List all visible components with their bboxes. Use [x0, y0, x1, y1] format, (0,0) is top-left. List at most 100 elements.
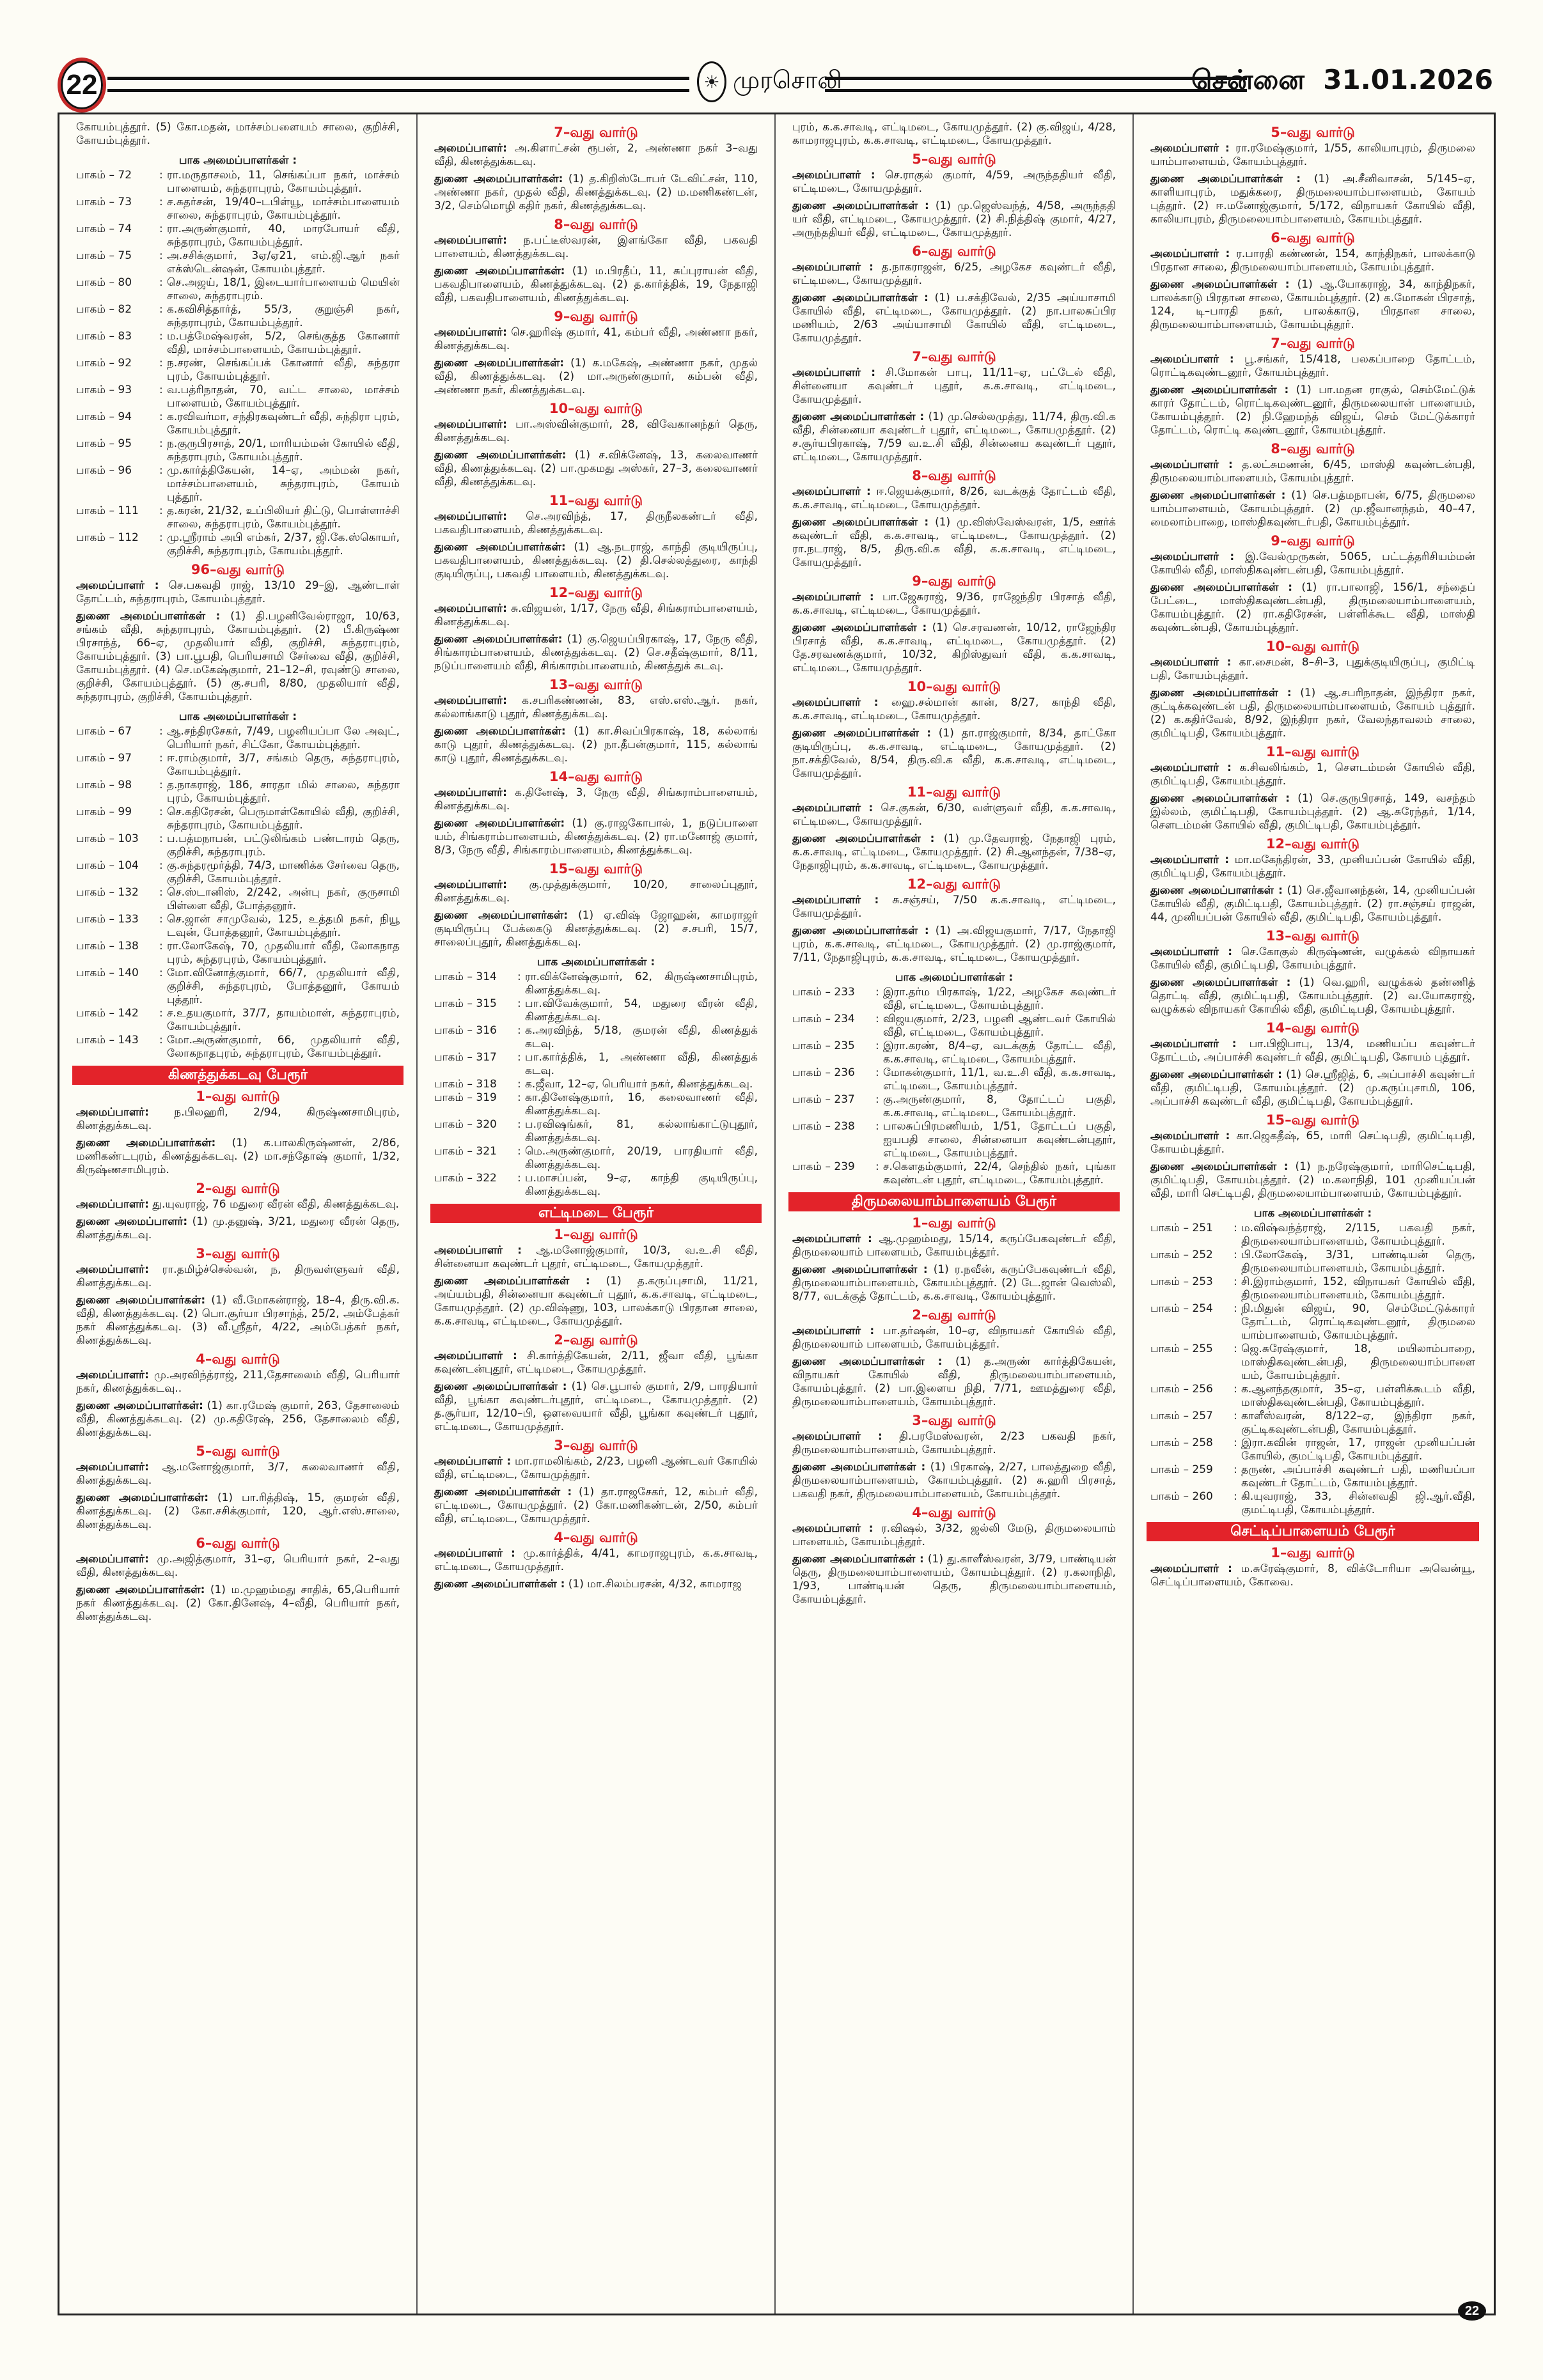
organizer-entry: துணை அமைப்பாளர்கள் : (1) செ.பத்மநாபன், 6… — [1150, 489, 1475, 529]
organizer-entry: அமைப்பாளர் : செ.குகன், 6/30, வள்ளுவர் வீ… — [792, 802, 1116, 828]
booth-number: பாகம் – 252 — [1150, 1248, 1213, 1261]
organizer-details: (1) து.காளீஸ்வரன், 3/79, பாண்டியன் தெரு,… — [792, 1553, 1116, 1606]
organizer-role-label: துணை அமைப்பாளர்கள்: — [76, 1491, 208, 1504]
booth-row: பாகம் – 258: இரா.கவின் ராஜன், 17, ராஜன் ம… — [1150, 1436, 1475, 1463]
ward-heading: 7–வது வார்டு — [912, 349, 996, 364]
continued-text: புரம், க.க.சாவடி, எட்டிமடை, கோயமுத்தூர்.… — [792, 121, 1116, 147]
booth-separator: : — [159, 410, 163, 423]
booth-separator: : — [159, 303, 163, 316]
organizer-entry: அமைப்பாளர் : ர.பாரதி கண்ணன், 154, காந்தி… — [1150, 247, 1475, 274]
organizer-role-label: துணை அமைப்பாளர்கள்: — [76, 1294, 206, 1307]
booth-number: பாகம் – 83 — [76, 330, 132, 343]
organizer-role-label: துணை அமைப்பாளர்கள் : — [792, 727, 932, 740]
organizer-entry: துணை அமைப்பாளர்கள் : (1) த.கருப்புசாமி, … — [434, 1275, 758, 1328]
booth-separator: : — [159, 752, 163, 765]
column-4: 5–வது வார்டு அமைப்பாளர் : ரா.ரமேஷ்குமார்,… — [1134, 114, 1492, 2314]
booth-number: பாகம் – 257 — [1150, 1410, 1213, 1422]
organizer-role-label: அமைப்பாளர் : — [76, 579, 159, 592]
booth-number: பாகம் – 318 — [434, 1078, 497, 1091]
booth-row: பாகம் – 103: ப.பத்மநாபன், பட்டுலிங்கம் பண… — [76, 832, 400, 859]
organizer-role-label: துணை அமைப்பாளர்கள் : — [792, 1263, 928, 1276]
booth-organizer-details: த.கரன், 21/32, உப்பிலியர் திட்டு, பொள்ளா… — [167, 504, 400, 531]
booth-organizer-details: க.கவிசித்தார்த், 55/3, குறுஞ்சி நகர், சு… — [167, 303, 400, 329]
booth-separator: : — [517, 1172, 521, 1185]
organizer-details: செ.ஹரிஷ் குமார், 41, கம்பர் வீதி, அண்ணா … — [434, 326, 758, 352]
booth-separator: : — [875, 1160, 879, 1173]
organizer-details: (1) ஏ.விஷ் ஜோஹன், காமராஜர் குடியிருப்பு … — [434, 909, 758, 949]
organizer-details: செ.பகவதி ராஜ், 13/10 29–இ, ஆண்டாள் தோட்ட… — [76, 579, 400, 605]
booth-organizer-details: சி.இராம்குமார், 152, விநாயகர் கோயில் வீத… — [1241, 1275, 1475, 1302]
organizer-role-label: துணை அமைப்பாளர்கள் : — [1150, 278, 1290, 291]
booth-separator: : — [1234, 1248, 1237, 1261]
organizer-role-label: துணை அமைப்பாளர்கள் : — [792, 292, 928, 304]
edition-date: சென்னை 31.01.2026 — [1191, 64, 1493, 99]
organizer-role-label: அமைப்பாளர் : — [434, 1547, 515, 1560]
organizer-role-label: அமைப்பாளர் : — [434, 1244, 522, 1257]
organizer-entry: துணை அமைப்பாளர்கள்: (1) ம.முஹம்மது சாதிக… — [76, 1583, 400, 1624]
organizer-entry: துணை அமைப்பாளர்கள்: (1) கா.சிவப்பிரகாஷ்,… — [434, 725, 758, 765]
organizer-details: க.தினேஷ், 3, நேரு வீதி, சிங்கராம்பாளையம்… — [434, 786, 758, 813]
booth-number: பாகம் – 97 — [76, 752, 132, 765]
ward-heading: 1–வது வார்டு — [912, 1215, 996, 1231]
booth-row: பாகம் – 251: ம.விஷ்வந்த்ராஜ், 2/115, பகவத… — [1150, 1222, 1475, 1248]
organizer-details: மா.மகேந்திரன், 33, முனியப்பன் கோயில் வீத… — [1150, 853, 1475, 880]
organizer-details: (1) பிரகாஷ், 2/27, பாலத்துறை வீதி, திரும… — [792, 1461, 1116, 1500]
organizer-role-label: அமைப்பாளர் : — [434, 1349, 517, 1362]
organizer-entry: துணை அமைப்பாளர்கள்: (1) பா.ரித்திஷ், 15,… — [76, 1491, 400, 1532]
organizer-entry: துணை அமைப்பாளர்கள் : (1) பா.மதன ராகுல், … — [1150, 384, 1475, 437]
booth-organizer-details: கு.அருண்குமார், 8, தோட்டப் பகுதி, க.க.சா… — [883, 1093, 1116, 1119]
organizer-details: (1) அ.சீனிவாசன், 5/145–ஏ, காளியாபுரம், ம… — [1150, 173, 1476, 226]
booth-organizer-details: பாலசுப்பிரமணியம், 1/51, தோட்டப் பகுதி, ஐ… — [883, 1120, 1116, 1160]
booth-organizer-details: ந.சரண், செங்கப்பக் கோனார் வீதி, சுந்தரா … — [167, 357, 400, 383]
booth-number: பாகம் – 322 — [434, 1172, 497, 1185]
booth-row: பாகம் – 236: மோகன்குமார், 11/1, வ.உ.சி வீ… — [792, 1066, 1116, 1093]
organizer-details: ஆ.முஹம்மது, 15/14, கருப்பேகவுண்டர் வீதி,… — [792, 1233, 1116, 1259]
organizer-entry: துணை அமைப்பாளர்: (1) மு.தனுஷ், 3/21, மது… — [76, 1215, 400, 1242]
organizer-details: (1) ர.நவீன், கருப்பேகவுண்டர் வீதி, திரும… — [792, 1263, 1116, 1303]
ward-heading: 6–வது வார்டு — [1271, 230, 1355, 245]
booth-number: பாகம் – 254 — [1150, 1302, 1213, 1315]
booth-organizer-details: செ.ஜான் சாமுவேல், 125, உத்தமி நகர், நியூ… — [167, 913, 400, 939]
booth-number: பாகம் – 260 — [1150, 1490, 1213, 1503]
organizer-role-label: துணை அமைப்பாளர்கள் : — [792, 1553, 924, 1566]
booth-separator: : — [517, 1145, 521, 1158]
ward-heading: 5–வது வார்டு — [912, 152, 996, 167]
booth-number: பாகம் – 132 — [76, 886, 139, 899]
organizer-role-label: அமைப்பாளர் : — [792, 366, 875, 379]
organizer-details: (1) தா.ராஜ்குமார், 8/34, தாட்கோ குடியிரு… — [792, 727, 1116, 780]
organizer-details: ஆ.மனோஜ்குமார், 10/3, வ.உ.சி வீதி, சின்னை… — [434, 1244, 758, 1270]
organizer-entry: அமைப்பாளர் : கா.சைமன், 8–சி–3, புதுக்குட… — [1150, 656, 1475, 683]
booth-number: பாகம் – 67 — [76, 725, 132, 738]
booth-number: பாகம் – 98 — [76, 779, 132, 791]
booth-row: பாகம் – 95: ந.குருபிரசாத், 20/1, மாரியம்ம… — [76, 437, 400, 464]
organizer-role-label: துணை அமைப்பாளர்கள் : — [792, 1461, 926, 1474]
booth-row: பாகம் – 254: நி.மிதுன் விஜய், 90, செம்மேட… — [1150, 1302, 1475, 1342]
booth-separator: : — [159, 357, 163, 369]
organizer-role-label: அமைப்பாளர் : — [792, 696, 879, 709]
organizer-details: ந.பிலஹரி, 2/94, கிருஷ்ணசாமிபுரம், கிணத்த… — [76, 1106, 400, 1132]
organizer-role-label: அமைப்பாளர் : — [1150, 853, 1230, 866]
continued-text: கோயம்புத்தூர். (5) கோ.மதன், மாச்சம்பளையம… — [76, 121, 400, 147]
organizer-entry: அமைப்பாளர் : சி.கார்த்திகேயன், 2/11, ஜீவ… — [434, 1349, 758, 1376]
booth-separator: : — [875, 1013, 879, 1025]
ward-heading: 7–வது வார்டு — [1271, 336, 1355, 351]
column-2: 7–வது வார்டு அமைப்பாளர்: அ.கிளாட்சன் ரூபன… — [418, 114, 776, 2314]
organizer-entry: துணை அமைப்பாளர்கள் : (1) அ.சீனிவாசன், 5/… — [1150, 173, 1475, 226]
booth-organizer-details: இரா.கவின் ராஜன், 17, ராஜன் முனியப்பன் கோ… — [1241, 1436, 1475, 1463]
organizer-details: (1) தி.பழனிவேல்ராஜா, 10/63, சங்கம் வீதி,… — [76, 610, 400, 703]
organizer-role-label: அமைப்பாளர் : — [1150, 550, 1235, 563]
booth-organizer-details: ரா.அருண்குமார், 40, மாரபோயர் வீதி, சுந்த… — [167, 222, 400, 249]
organizer-role-label: அமைப்பாளர் : — [792, 485, 871, 498]
booth-separator: : — [159, 779, 163, 791]
organizer-role-label: துணை அமைப்பாளர்கள்: — [434, 541, 566, 554]
organizer-entry: துணை அமைப்பாளர்கள்: (1) கா.ரமேஷ் குமார்,… — [76, 1399, 400, 1440]
ward-heading: 14–வது வார்டு — [549, 769, 643, 784]
ward-heading: 6–வது வார்டு — [912, 244, 996, 259]
organizer-role-label: அமைப்பாளர் : — [1150, 247, 1230, 260]
organizer-entry: அமைப்பாளர் : ஹை.சல்மான் கான், 8/27, காந்… — [792, 696, 1116, 723]
organizer-details: ஹை.சல்மான் கான், 8/27, காந்தி வீதி, க.க.… — [792, 696, 1116, 722]
organizer-role-label: துணை அமைப்பாளர்கள் : — [1150, 687, 1292, 699]
ward-heading: 7–வது வார்டு — [554, 125, 638, 140]
organizer-role-label: துணை அமைப்பாளர்கள் : — [1150, 1160, 1288, 1173]
organizer-details: (1) க.மகேஷ், அண்ணா நகர், முதல் வீதி, கிண… — [434, 357, 758, 396]
